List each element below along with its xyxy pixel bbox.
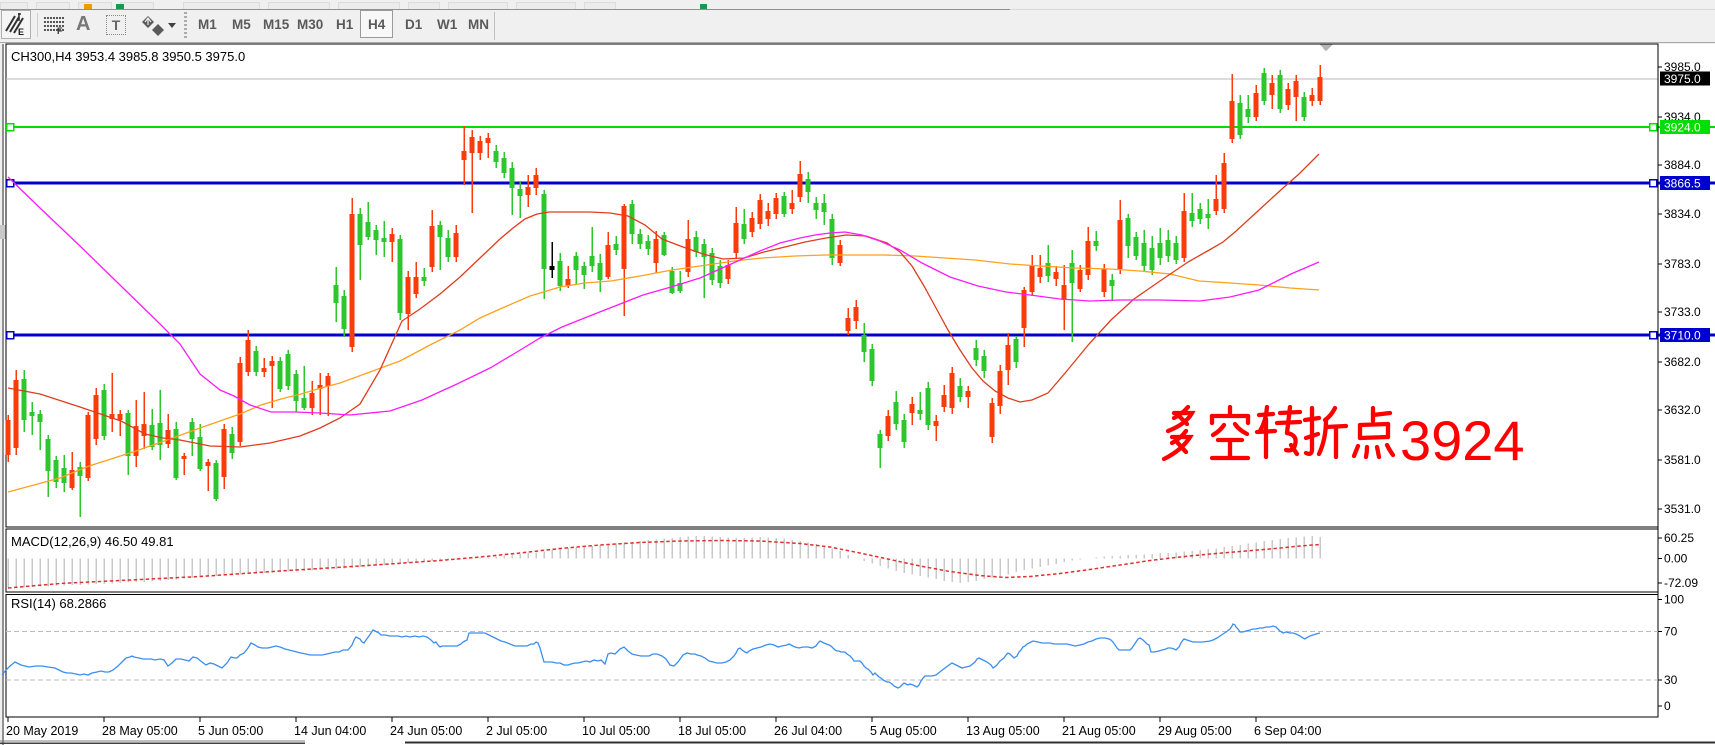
svg-text:30: 30	[1664, 673, 1678, 687]
svg-text:26 Jul 04:00: 26 Jul 04:00	[774, 724, 842, 738]
svg-text:10 Jul 05:00: 10 Jul 05:00	[582, 724, 650, 738]
svg-text:18 Jul 05:00: 18 Jul 05:00	[678, 724, 746, 738]
svg-text:3710.0: 3710.0	[1664, 329, 1701, 343]
svg-text:29 Aug 05:00: 29 Aug 05:00	[1158, 724, 1232, 738]
svg-text:RSI(14) 68.2866: RSI(14) 68.2866	[11, 596, 106, 611]
svg-text:60.25: 60.25	[1664, 531, 1694, 545]
svg-text:-72.09: -72.09	[1664, 576, 1698, 590]
svg-text:3975.0: 3975.0	[1664, 72, 1701, 86]
svg-text:CH300,H4 3953.4 3985.8 3950.5: CH300,H4 3953.4 3985.8 3950.5 3975.0	[11, 49, 245, 64]
svg-text:100: 100	[1664, 593, 1684, 607]
svg-text:3924: 3924	[1400, 409, 1525, 472]
svg-text:21 Aug 05:00: 21 Aug 05:00	[1062, 724, 1136, 738]
svg-text:3924.0: 3924.0	[1664, 121, 1701, 135]
svg-text:24 Jun 05:00: 24 Jun 05:00	[390, 724, 462, 738]
svg-text:5 Jun 05:00: 5 Jun 05:00	[198, 724, 263, 738]
svg-text:3531.0: 3531.0	[1664, 502, 1701, 516]
svg-text:70: 70	[1664, 625, 1678, 639]
svg-text:2 Jul 05:00: 2 Jul 05:00	[486, 724, 547, 738]
svg-text:0.00: 0.00	[1664, 552, 1688, 566]
svg-text:3581.0: 3581.0	[1664, 453, 1701, 467]
svg-text:MACD(12,26,9) 46.50 49.81: MACD(12,26,9) 46.50 49.81	[11, 534, 174, 549]
svg-text:3783.0: 3783.0	[1664, 257, 1701, 271]
svg-text:28 May 05:00: 28 May 05:00	[102, 724, 178, 738]
svg-text:20 May 2019: 20 May 2019	[6, 724, 78, 738]
svg-text:6 Sep 04:00: 6 Sep 04:00	[1254, 724, 1321, 738]
svg-text:14 Jun 04:00: 14 Jun 04:00	[294, 724, 366, 738]
svg-text:F: F	[57, 26, 63, 35]
svg-text:3733.0: 3733.0	[1664, 305, 1701, 319]
svg-text:3834.0: 3834.0	[1664, 207, 1701, 221]
svg-text:3985.0: 3985.0	[1664, 60, 1701, 74]
svg-text:0: 0	[1664, 699, 1671, 713]
svg-text:E: E	[18, 27, 24, 37]
svg-text:3682.0: 3682.0	[1664, 355, 1701, 369]
svg-text:3632.0: 3632.0	[1664, 403, 1701, 417]
svg-text:5 Aug 05:00: 5 Aug 05:00	[870, 724, 937, 738]
svg-text:13 Aug 05:00: 13 Aug 05:00	[966, 724, 1040, 738]
svg-text:3866.5: 3866.5	[1664, 177, 1701, 191]
svg-text:3884.0: 3884.0	[1664, 158, 1701, 172]
